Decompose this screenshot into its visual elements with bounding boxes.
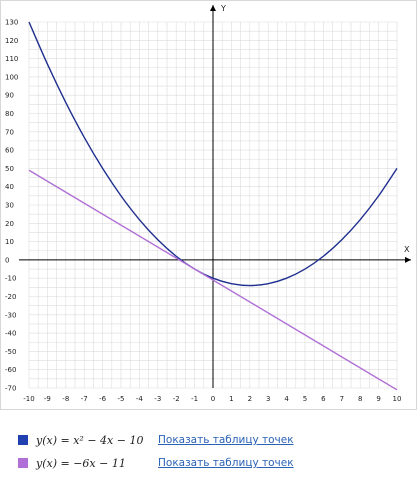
x-tick-label: 3 — [266, 395, 270, 403]
x-tick-label: -5 — [118, 395, 125, 403]
y-tick-label: 120 — [5, 37, 18, 45]
show-points-table-link-parabola[interactable]: Показать таблицу точек — [158, 434, 294, 446]
x-tick-label: 1 — [229, 395, 233, 403]
y-tick-label: -20 — [5, 293, 16, 301]
x-tick-labels: -10 -9 -8 -7 -6 -5 -4 -3 -2 -1 0 1 2 3 4 5 6 7 8 9 10 — [23, 395, 401, 403]
y-tick-label: -70 — [5, 385, 16, 393]
y-tick-label: -40 — [5, 330, 16, 338]
y-tick-label: 40 — [5, 183, 14, 191]
x-axis-arrow — [405, 256, 411, 263]
legend-item-parabola: y(x) = x² − 4x − 10 Показать таблицу точ… — [18, 432, 294, 448]
show-points-table-link-line[interactable]: Показать таблицу точек — [158, 457, 294, 469]
y-tick-label: 0 — [5, 256, 9, 264]
axes — [19, 5, 411, 388]
x-tick-label: 10 — [393, 395, 402, 403]
legend-formula-line: y(x) = −6x − 11 — [36, 456, 126, 470]
x-tick-label: 7 — [340, 395, 344, 403]
x-tick-label: -4 — [136, 395, 144, 403]
x-tick-label: -2 — [173, 395, 180, 403]
legend-formula-parabola: y(x) = x² − 4x − 10 — [36, 433, 144, 447]
y-tick-label: 50 — [5, 165, 14, 173]
y-tick-label: -50 — [5, 348, 16, 356]
legend-swatch-line — [18, 458, 28, 468]
series-line-parabola — [28, 21, 398, 287]
x-tick-label: -10 — [23, 395, 34, 403]
y-tick-label: 110 — [5, 55, 18, 63]
x-tick-label: -8 — [62, 395, 69, 403]
x-axis-label: X — [404, 245, 410, 254]
y-tick-label: 130 — [5, 19, 18, 27]
x-tick-label: 5 — [303, 395, 307, 403]
y-tick-label: 10 — [5, 238, 14, 246]
y-tick-label: 20 — [5, 220, 14, 228]
y-axis-arrow — [210, 5, 216, 11]
y-tick-label: 60 — [5, 147, 14, 155]
plot-area: -10 -9 -8 -7 -6 -5 -4 -3 -2 -1 0 1 2 3 4 5 6 7 8 9 10 130 120… — [0, 0, 417, 410]
series-line-linear — [28, 169, 398, 391]
x-tick-label: -6 — [99, 395, 107, 403]
x-tick-label: 4 — [284, 395, 289, 403]
y-tick-labels: 1301201101009080706050403020100-10-20-30… — [5, 19, 18, 393]
x-tick-label: -1 — [191, 395, 198, 403]
y-tick-label: 80 — [5, 110, 14, 118]
x-tick-label: 6 — [321, 395, 326, 403]
y-axis-label: Y — [220, 4, 226, 13]
y-tick-label: -60 — [5, 366, 16, 374]
y-tick-label: 30 — [5, 202, 14, 210]
series-lines — [28, 21, 398, 391]
x-tick-label: 2 — [248, 395, 252, 403]
x-tick-label: -3 — [154, 395, 161, 403]
y-tick-label: -30 — [5, 311, 16, 319]
y-tick-label: -10 — [5, 275, 16, 283]
x-tick-label: -7 — [81, 395, 88, 403]
legend-swatch-parabola — [18, 435, 28, 445]
x-tick-label: -9 — [44, 395, 51, 403]
y-tick-label: 70 — [5, 128, 14, 136]
function-plot: -10 -9 -8 -7 -6 -5 -4 -3 -2 -1 0 1 2 3 4 5 6 7 8 9 10 130120… — [5, 4, 411, 403]
x-tick-label: 0 — [211, 395, 215, 403]
x-tick-label: 8 — [358, 395, 362, 403]
legend-item-line: y(x) = −6x − 11 Показать таблицу точек — [18, 455, 294, 471]
y-tick-label: 100 — [5, 73, 18, 81]
x-tick-label: 9 — [376, 395, 380, 403]
y-tick-label: 90 — [5, 92, 14, 100]
